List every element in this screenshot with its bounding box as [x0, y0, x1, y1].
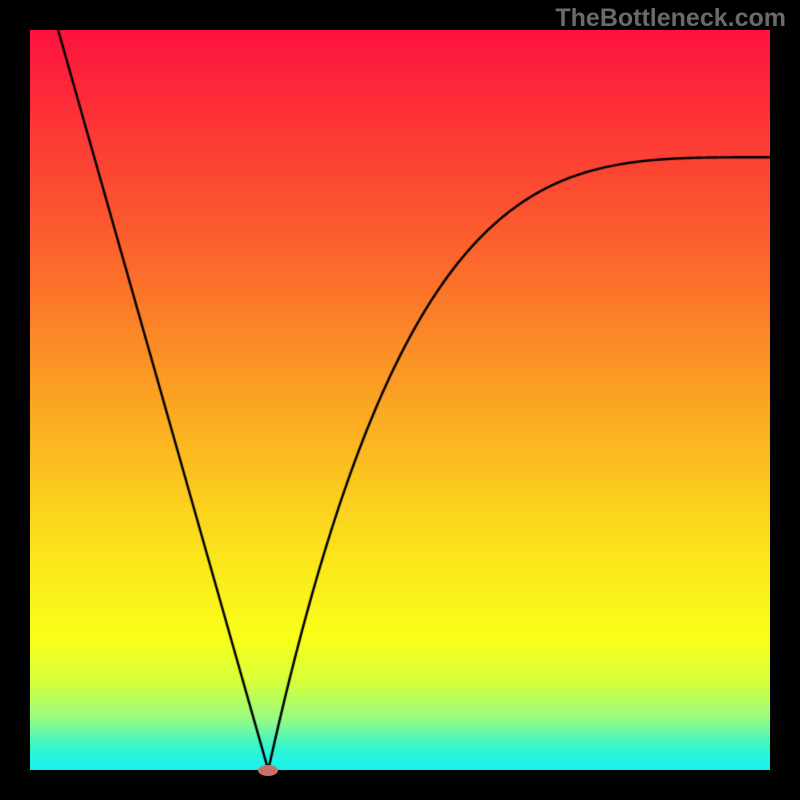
apex-marker: [258, 765, 278, 776]
plot-canvas: [30, 30, 770, 770]
watermark-text: TheBottleneck.com: [555, 4, 786, 33]
plot-area: [30, 30, 770, 770]
chart-root: TheBottleneck.com: [0, 0, 800, 800]
